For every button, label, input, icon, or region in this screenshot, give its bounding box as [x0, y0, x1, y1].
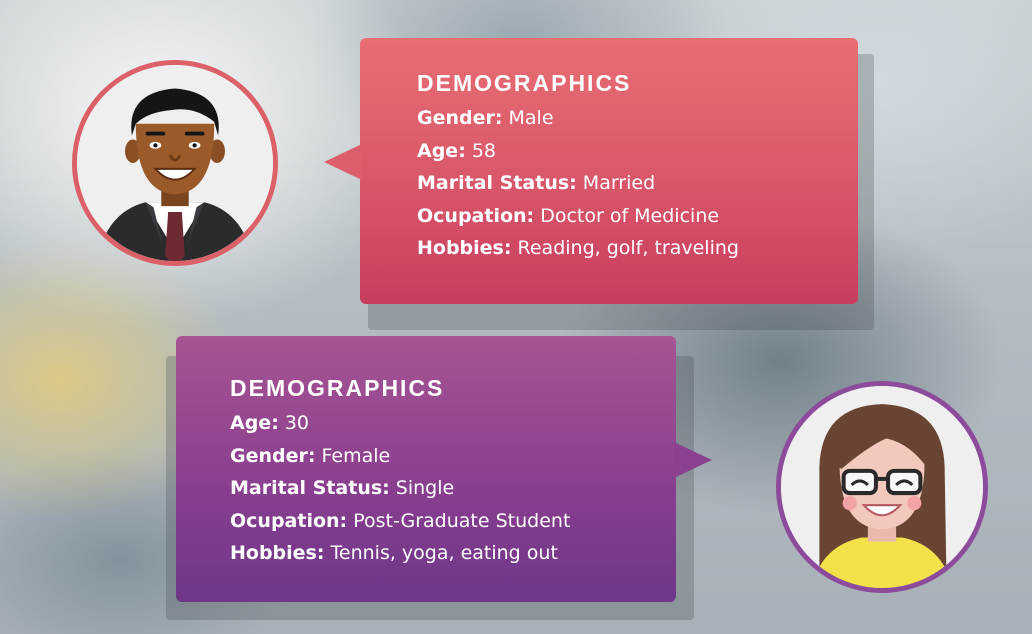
field-occupation: Ocupation: Doctor of Medicine [417, 204, 720, 227]
field-hobbies: Hobbies: Reading, golf, traveling [417, 237, 739, 259]
male-demographics-card: DEMOGRAPHICS Gender: Male Age: 58 Marita… [324, 38, 858, 304]
field-gender: Gender: Female [230, 444, 391, 467]
card-title: DEMOGRAPHICS [417, 70, 632, 96]
woman-face-icon [781, 386, 983, 588]
field-marital-status: Marital Status: Single [230, 477, 455, 499]
female-avatar [776, 381, 988, 593]
field-hobbies: Hobbies: Tennis, yoga, eating out [230, 542, 558, 564]
male-avatar [72, 60, 278, 266]
speech-tail [674, 442, 712, 478]
field-occupation: Ocupation: Post-Graduate Student [230, 509, 571, 532]
field-gender: Gender: Male [417, 107, 554, 129]
female-demographics-card: DEMOGRAPHICS Age: 30 Gender: Female Mari… [176, 336, 712, 602]
field-age: Age: 58 [417, 139, 497, 162]
field-marital-status: Marital Status: Married [417, 172, 656, 194]
man-face-icon [77, 65, 273, 261]
field-age: Age: 30 [230, 412, 310, 434]
card-title: DEMOGRAPHICS [230, 375, 445, 401]
speech-tail [324, 144, 362, 180]
